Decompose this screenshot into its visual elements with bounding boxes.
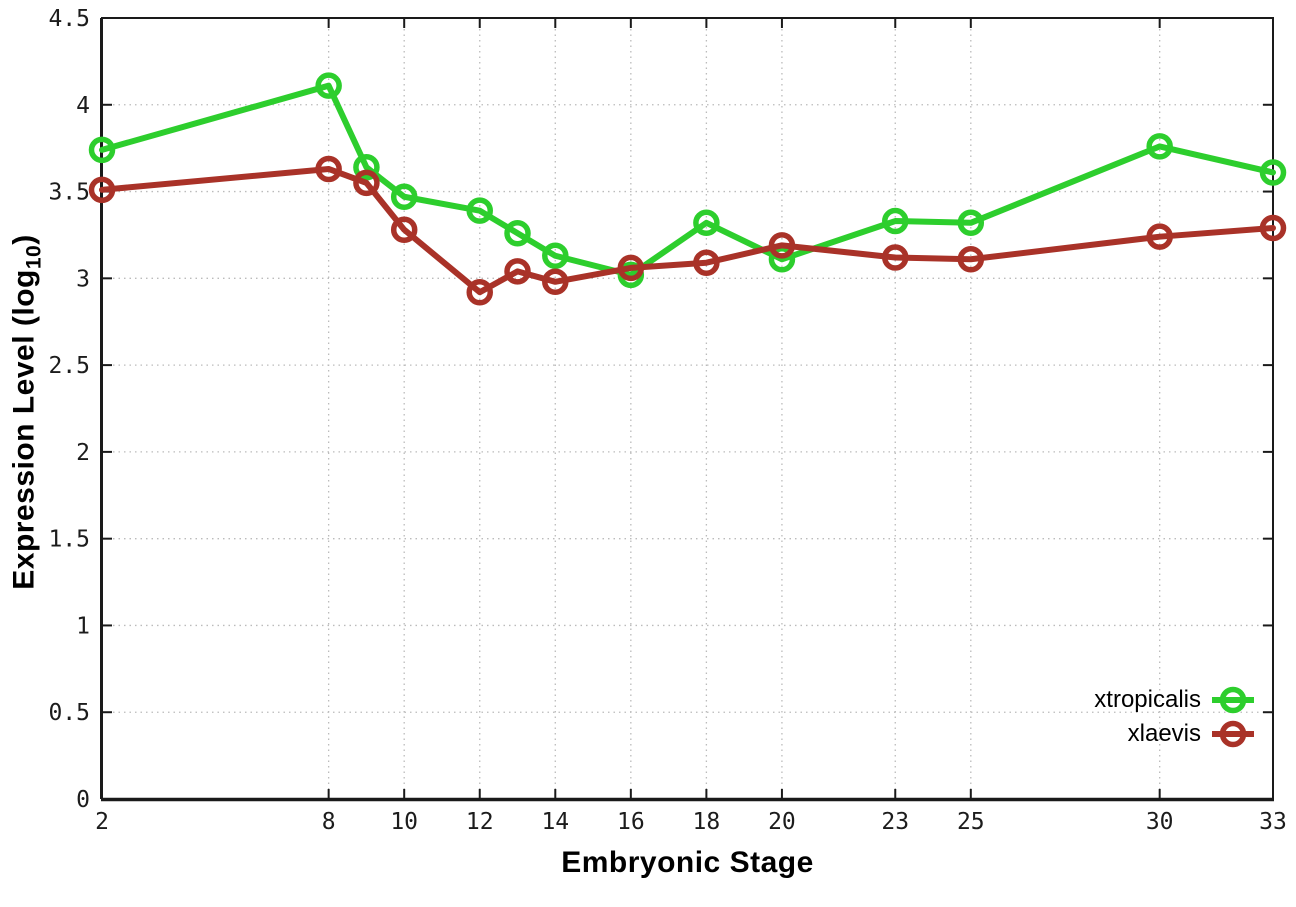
- y-tick-label: 2: [76, 440, 90, 466]
- y-tick-label: 0: [76, 787, 90, 813]
- y-tick-label: 4.5: [48, 6, 90, 32]
- series-point-xlaevis: [353, 169, 380, 197]
- series-line-xlaevis: [99, 165, 1276, 296]
- y-axis-title: Expression Level (log10): [8, 234, 47, 589]
- series-point-xlaevis: [882, 244, 909, 271]
- series-point-xtropicalis: [353, 154, 380, 181]
- x-tick-label: 33: [1259, 809, 1287, 835]
- x-tick-label: 25: [957, 809, 985, 835]
- series-point-xtropicalis: [1259, 159, 1287, 186]
- series-point-xlaevis: [1259, 214, 1287, 242]
- y-tick-label: 3.5: [48, 180, 90, 206]
- y-tick-label: 0.5: [48, 700, 90, 726]
- series-point-xlaevis: [88, 176, 116, 204]
- series-point-xtropicalis: [957, 209, 985, 237]
- legend-label-xtropicalis: xtropicalis: [1094, 686, 1201, 713]
- x-tick-label: 20: [768, 809, 796, 835]
- series-point-xlaevis: [957, 245, 985, 273]
- x-tick-label: 2: [95, 809, 109, 835]
- legend: xtropicalis xlaevis: [1094, 684, 1256, 750]
- y-axis-title-text: Expression Level (log: [7, 269, 41, 590]
- series-point-xtropicalis: [504, 219, 531, 247]
- legend-item-xtropicalis: xtropicalis: [1094, 684, 1256, 716]
- y-axis-title-text-end: ): [7, 234, 41, 245]
- x-tick-label: 30: [1146, 809, 1174, 835]
- legend-item-xlaevis: xlaevis: [1094, 718, 1256, 750]
- series-point-xlaevis: [617, 254, 645, 282]
- series-point-xlaevis: [693, 249, 720, 276]
- series-point-xtropicalis: [466, 197, 493, 224]
- series-point-xtropicalis: [315, 72, 342, 99]
- series-point-xlaevis: [542, 268, 569, 296]
- xlaevis-marker-icon: [1212, 720, 1254, 748]
- x-axis-title: Embryonic Stage: [561, 846, 814, 879]
- series-point-xlaevis: [1146, 223, 1173, 250]
- plot-border: [101, 17, 1274, 800]
- series-point-xlaevis: [768, 232, 796, 259]
- y-tick-label: 1: [76, 613, 90, 639]
- x-tick-label: 23: [881, 809, 909, 835]
- x-tick-label: 16: [617, 809, 645, 835]
- series-point-xtropicalis: [882, 207, 909, 235]
- x-tick-label: 14: [541, 809, 569, 835]
- series-point-xtropicalis: [390, 183, 418, 211]
- y-axis-title-subscript: 10: [22, 244, 46, 270]
- series-point-xlaevis: [390, 216, 418, 243]
- series-point-xlaevis: [315, 155, 342, 183]
- x-tick-label: 12: [466, 809, 494, 835]
- y-tick-label: 1.5: [48, 527, 90, 553]
- x-tick-label: 18: [693, 809, 721, 835]
- series-point-xtropicalis: [768, 245, 796, 273]
- x-tick-label: 8: [322, 809, 336, 835]
- series-point-xtropicalis: [1146, 133, 1173, 160]
- xtropicalis-marker-icon: [1212, 686, 1254, 714]
- y-tick-label: 3: [76, 266, 90, 292]
- series-point-xtropicalis: [542, 242, 569, 270]
- series-point-xlaevis: [504, 258, 531, 285]
- series-point-xtropicalis: [693, 209, 720, 237]
- y-tick-label: 4: [76, 93, 90, 119]
- y-tick-label: 2.5: [48, 353, 90, 379]
- series-point-xlaevis: [466, 278, 493, 306]
- x-tick-label: 10: [390, 809, 418, 835]
- series-point-xtropicalis: [88, 136, 116, 164]
- legend-label-xlaevis: xlaevis: [1127, 720, 1201, 747]
